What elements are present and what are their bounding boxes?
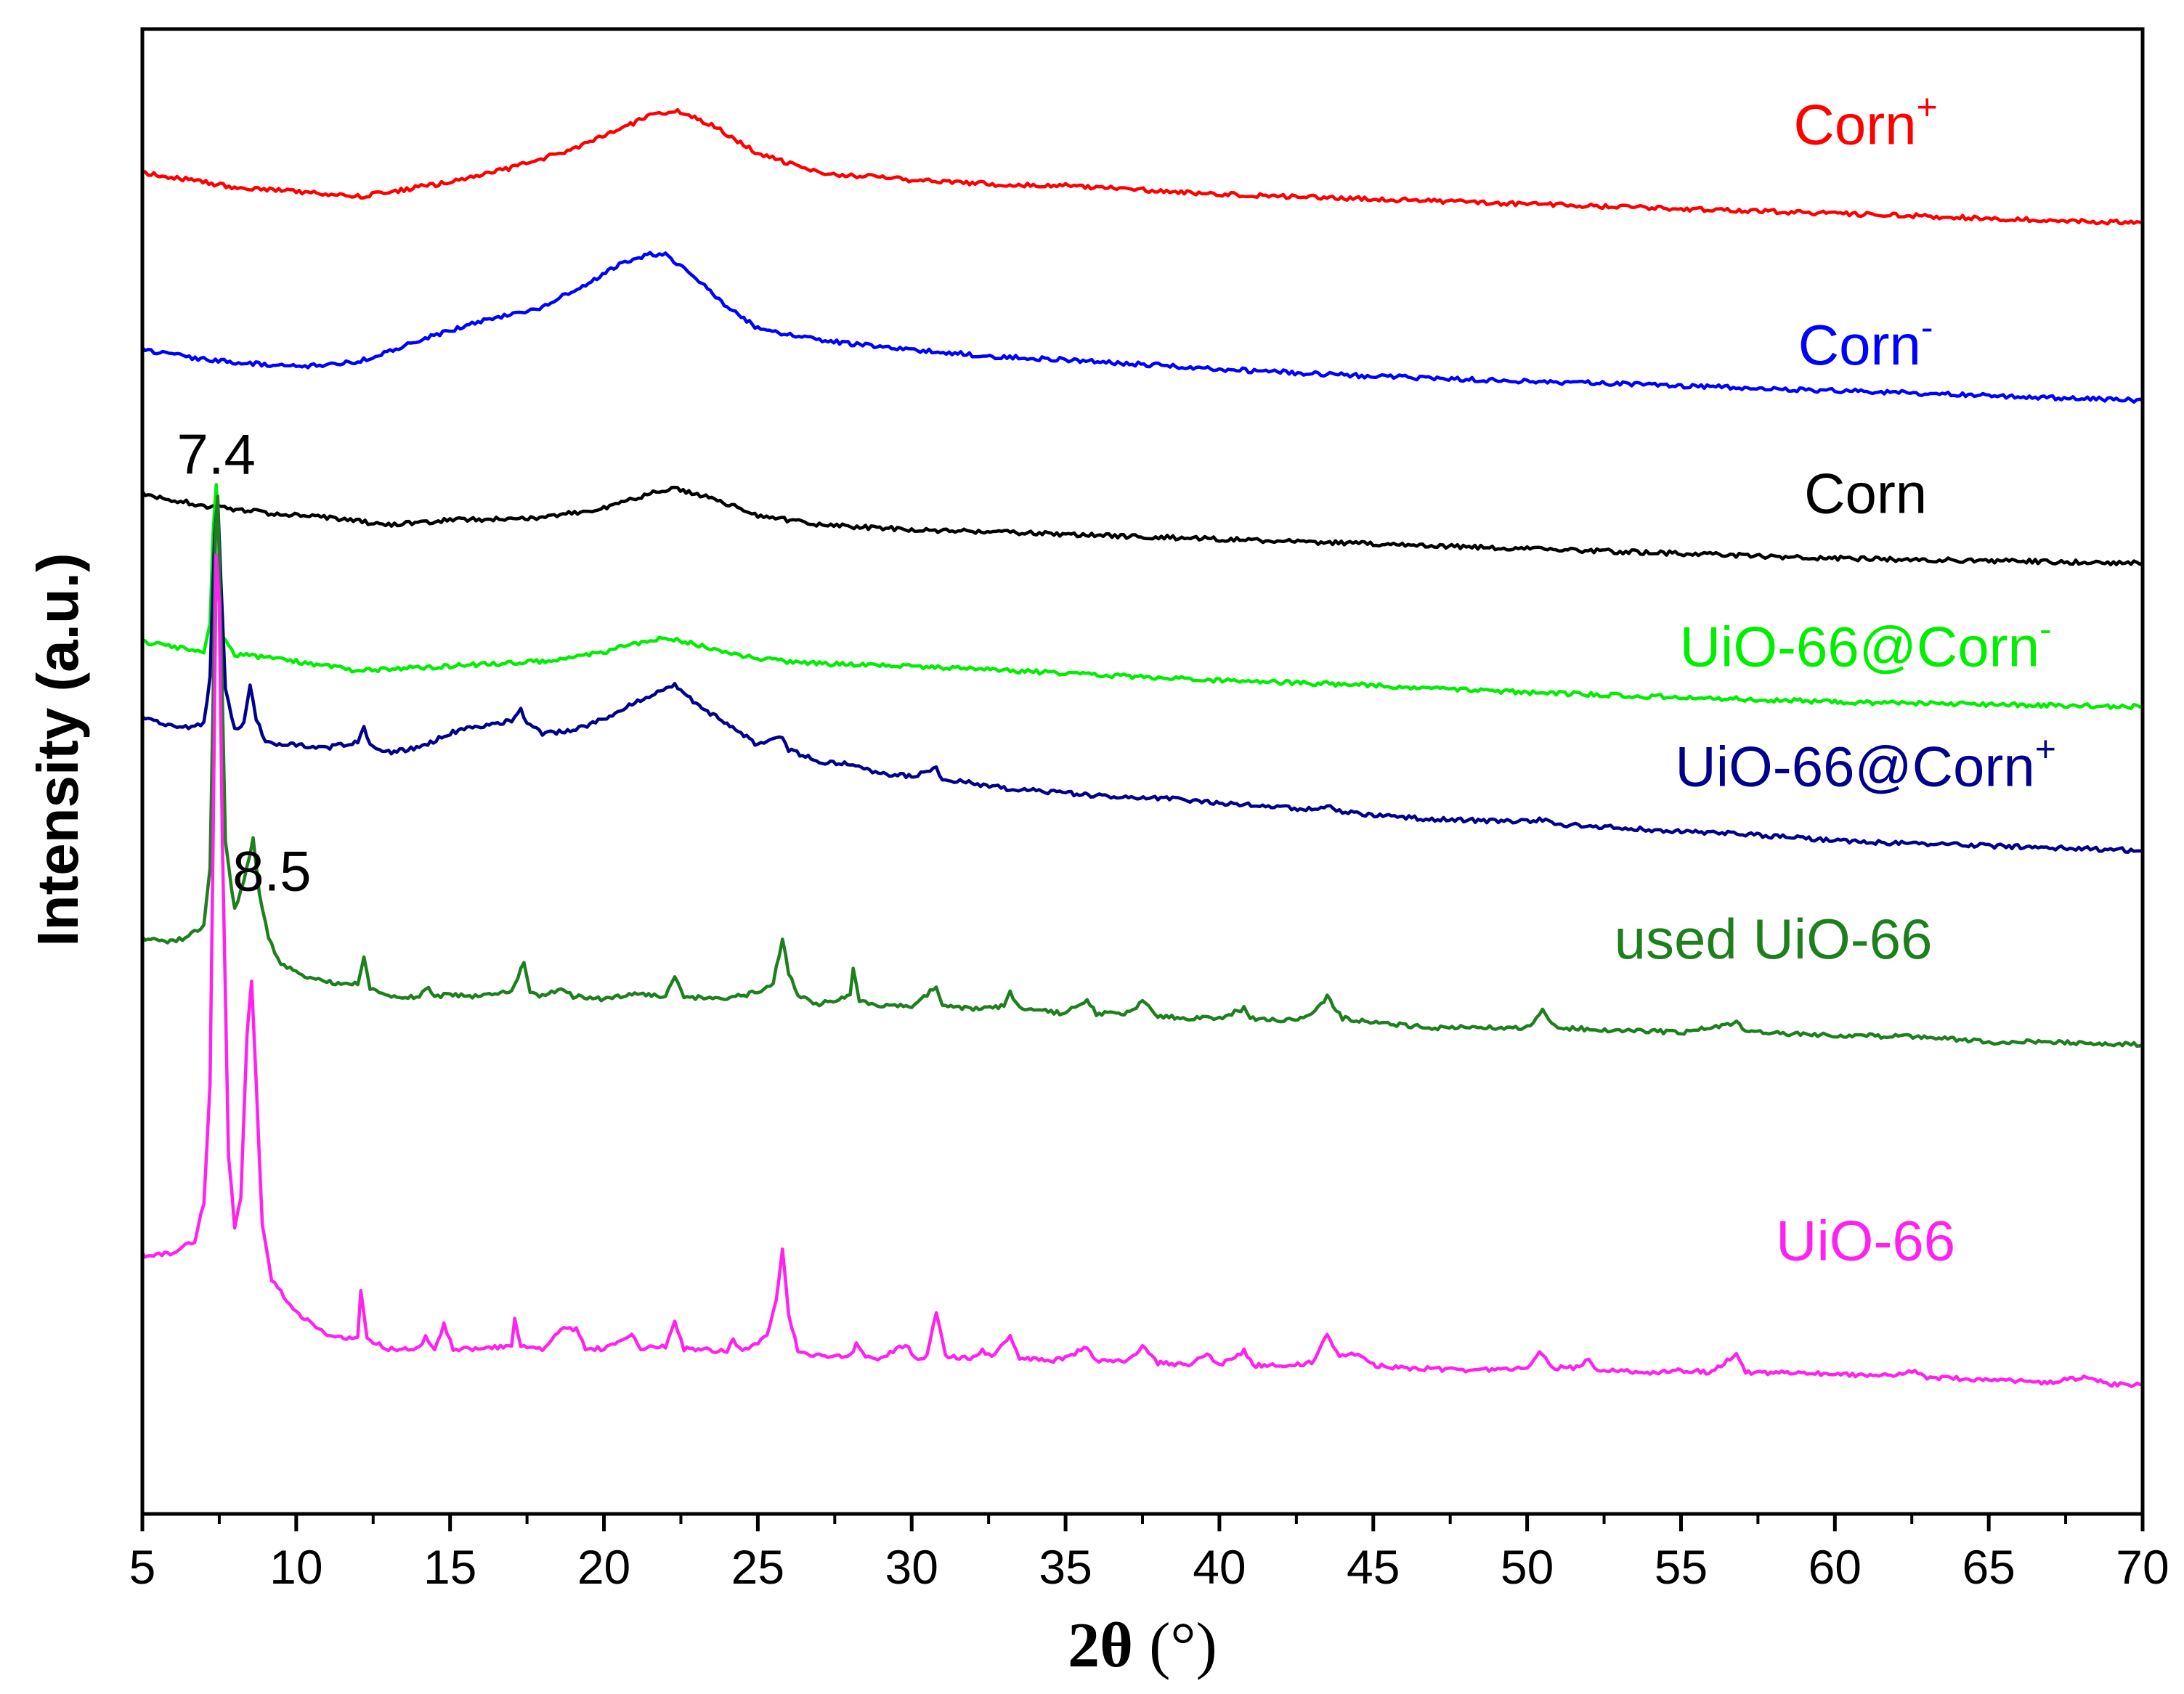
x-tick-label: 30 — [885, 1540, 938, 1594]
series-line — [141, 251, 2143, 404]
peak-label: 7.4 — [176, 423, 255, 486]
peak-annotations: 7.4 8.5 — [176, 423, 311, 903]
x-tick-label: 55 — [1655, 1540, 1708, 1594]
x-tick-label: 20 — [577, 1540, 630, 1594]
x-tick-label: 65 — [1962, 1540, 2015, 1594]
series-line — [142, 483, 2143, 710]
series-label-text: Corn — [1804, 461, 1927, 525]
series-label: Corn+ — [1794, 86, 1938, 156]
series-label: Corn — [1804, 461, 1927, 525]
x-tick-label: 15 — [423, 1540, 476, 1594]
x-tick-label: 70 — [2116, 1540, 2169, 1594]
series-line — [141, 485, 2143, 566]
series-label-superscript: - — [2039, 608, 2052, 649]
series-line — [141, 107, 2143, 226]
series-label: UiO-66@Corn+ — [1675, 728, 2056, 798]
peak-label: 8.5 — [232, 839, 311, 903]
x-axis-title-main: 2θ — [1068, 1610, 1133, 1681]
x-tick-label: 45 — [1347, 1540, 1400, 1594]
x-tick-label: 10 — [269, 1540, 322, 1594]
series-label-superscript: + — [1917, 86, 1938, 127]
x-tick-label: 35 — [1039, 1540, 1092, 1594]
x-axis-title-unit: (°) — [1133, 1610, 1217, 1681]
series-label: used UiO-66 — [1615, 907, 1933, 971]
series-label-text: Corn — [1798, 313, 1921, 377]
x-tick-label: 50 — [1501, 1540, 1554, 1594]
series-layer — [141, 107, 2144, 1388]
series-label-text: Corn — [1794, 92, 1917, 156]
x-tick-label: 60 — [1809, 1540, 1862, 1594]
series-label-text: UiO-66 — [1776, 1208, 1955, 1272]
series-label-superscript: + — [2035, 728, 2056, 769]
series-labels: Corn+Corn-CornUiO-66@Corn-UiO-66@Corn+us… — [1615, 86, 2056, 1272]
x-axis: 5 10 15 20 25 30 35 40 45 50 55 60 65 70 — [129, 1514, 2169, 1594]
x-axis-title: 2θ (°) — [1068, 1610, 1217, 1681]
x-tick-label: 40 — [1193, 1540, 1246, 1594]
x-tick-label: 25 — [731, 1540, 784, 1594]
series-label-superscript: - — [1921, 307, 1933, 348]
series-label: UiO-66 — [1776, 1208, 1955, 1272]
series-line — [141, 497, 2143, 854]
series-label: Corn- — [1798, 307, 1933, 377]
series-line — [141, 494, 2144, 1048]
y-axis-title: Intensity (a.u.) — [25, 553, 90, 946]
x-tick-label: 5 — [129, 1540, 156, 1594]
series-label-text: used UiO-66 — [1615, 907, 1933, 971]
series-label: UiO-66@Corn- — [1680, 608, 2052, 678]
series-label-text: UiO-66@Corn — [1675, 734, 2034, 798]
series-label-text: UiO-66@Corn — [1680, 614, 2039, 678]
series-line — [141, 553, 2143, 1388]
